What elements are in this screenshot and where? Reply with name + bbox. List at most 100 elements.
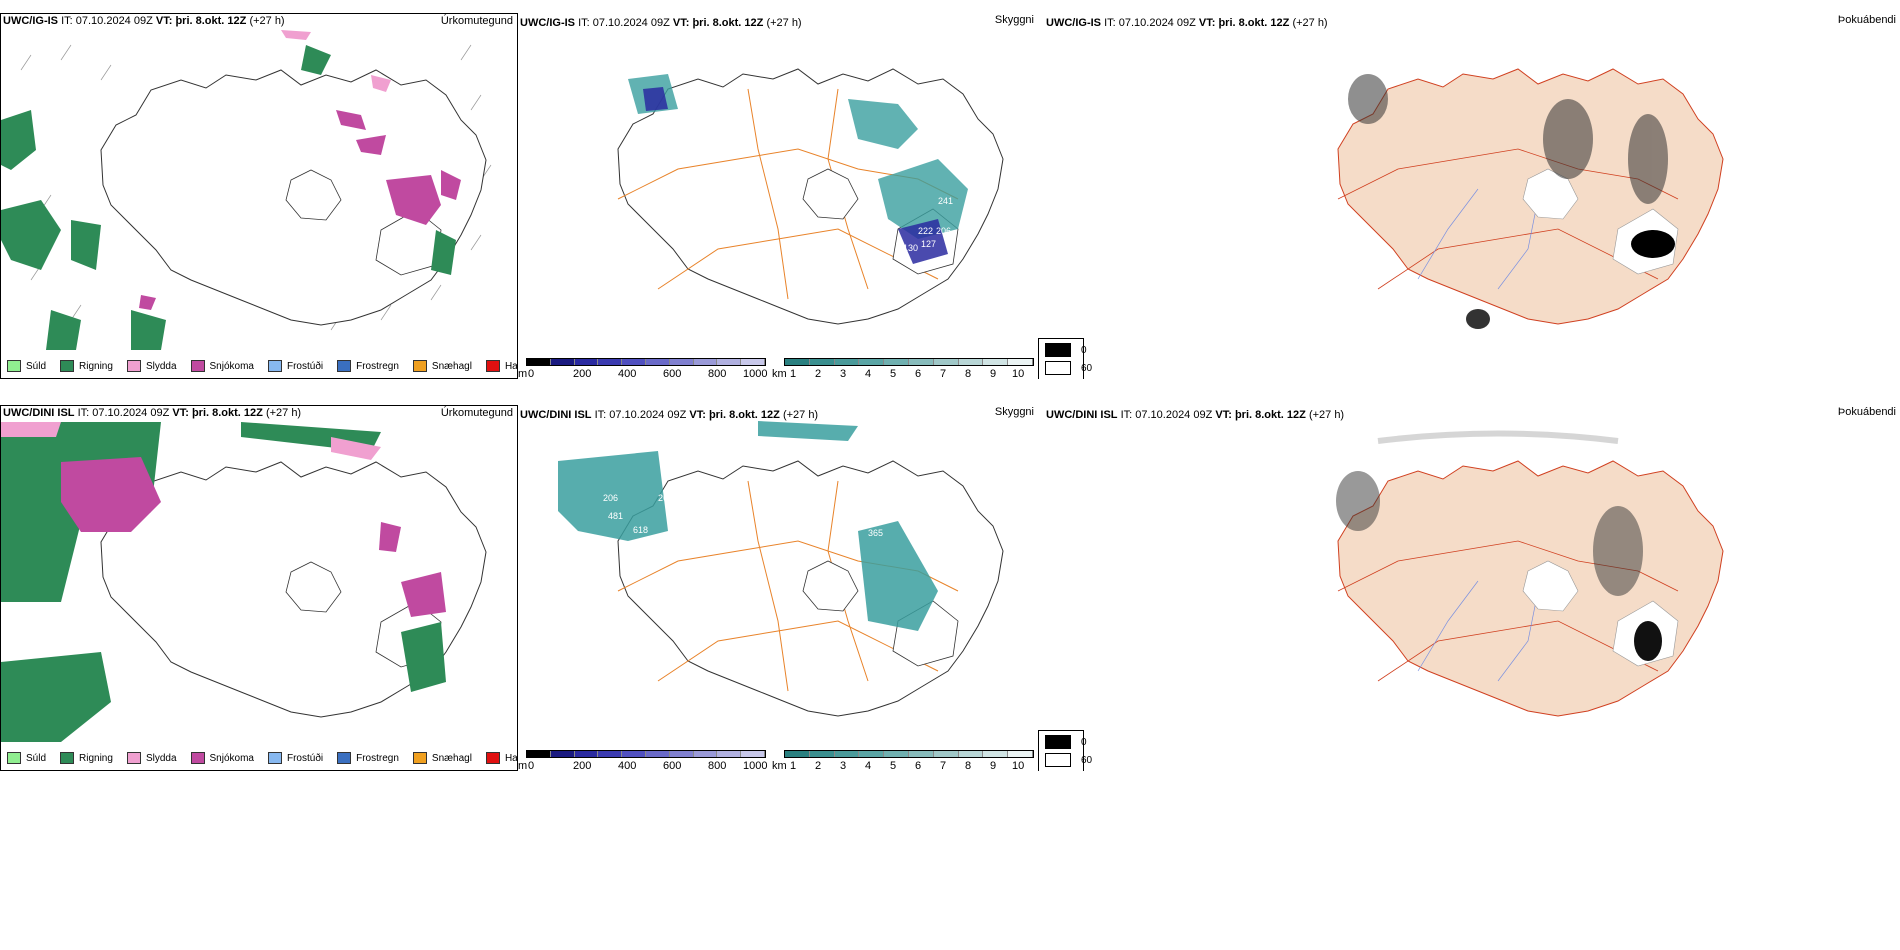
km-tick: 8 xyxy=(965,368,972,379)
swatch-icon xyxy=(337,360,352,372)
km-tick: 7 xyxy=(940,368,947,379)
km-tick: 5 xyxy=(890,368,897,379)
legend-item-sudd: Súld xyxy=(7,360,46,372)
vis-label: 481 xyxy=(608,511,623,521)
visibility-scale-bottom: m 0 200 400 600 800 1000 km 1 2 3 4 5 6 … xyxy=(518,750,1038,771)
header-bottom-fog: UWC/DINI ISL IT: 07.10.2024 09Z VT: þri.… xyxy=(1046,409,1345,421)
km-tick: 2 xyxy=(815,760,822,771)
legend-item-haglel: Haglél xyxy=(485,752,517,764)
swatch-icon xyxy=(126,360,141,372)
km-scale-bar xyxy=(784,358,1034,366)
swatch-icon xyxy=(412,752,427,764)
km-tick: 6 xyxy=(915,760,922,771)
m-tick: 400 xyxy=(618,760,637,771)
km-tick: 10 xyxy=(1012,368,1025,379)
fog-legend-item: 0 xyxy=(1045,735,1087,749)
m-unit: m xyxy=(518,368,528,379)
vis-label: 130 xyxy=(903,243,918,253)
km-unit: km xyxy=(772,368,787,379)
header-bottom-visibility: UWC/DINI ISL IT: 07.10.2024 09Z VT: þri.… xyxy=(520,409,819,421)
m-tick: 200 xyxy=(573,368,592,379)
fog-legend-top-box: 0 60 xyxy=(1038,338,1092,379)
km-tick: 5 xyxy=(890,760,897,771)
fog-legend-item: 0 xyxy=(1045,343,1087,357)
m-tick: 400 xyxy=(618,368,637,379)
vis-label: 13 xyxy=(758,311,768,321)
legend-item-snaehagl: Snæhagl xyxy=(412,360,472,372)
header-top-visibility: UWC/IG-IS IT: 07.10.2024 09Z VT: þri. 8.… xyxy=(520,17,802,29)
swatch-icon xyxy=(485,360,500,372)
precip-legend-top: Súld Rigning Slydda Snjókoma Frostúði Fr… xyxy=(7,360,517,372)
km-tick: 1 xyxy=(790,368,797,379)
legend-item-slydda: Slydda xyxy=(126,752,177,764)
km-unit: km xyxy=(772,760,787,771)
m-unit: m xyxy=(518,760,528,771)
m-tick: 800 xyxy=(708,760,727,771)
swatch-icon xyxy=(126,752,141,764)
km-tick: 6 xyxy=(915,368,922,379)
visibility-scale-top: m 0 200 400 600 800 1000 km 1 2 3 4 5 6 … xyxy=(518,358,1038,379)
legend-item-snaehagl: Snæhagl xyxy=(412,752,472,764)
fog-map-top xyxy=(1238,29,1758,354)
km-tick: 9 xyxy=(990,760,997,771)
legend-item-frostudi: Frostúði xyxy=(267,752,323,764)
km-tick: 1 xyxy=(790,760,797,771)
header-top-fog: UWC/IG-IS IT: 07.10.2024 09Z VT: þri. 8.… xyxy=(1046,17,1328,29)
legend-item-frostudi: Frostúði xyxy=(267,360,323,372)
km-tick: 3 xyxy=(840,760,847,771)
m-tick: 1000 xyxy=(743,760,768,771)
km-tick: 7 xyxy=(940,760,947,771)
swatch-icon xyxy=(7,752,21,764)
legend-item-frostregn: Frostregn xyxy=(337,752,399,764)
m-tick: 1000 xyxy=(743,368,768,379)
km-tick: 3 xyxy=(840,368,847,379)
km-tick: 8 xyxy=(965,760,972,771)
category-fog-top: Þokuábendi xyxy=(1837,14,1896,26)
m-scale-bar xyxy=(526,358,766,366)
swatch-icon xyxy=(412,360,427,372)
precip-legend-bottom: Súld Rigning Slydda Snjókoma Frostúði Fr… xyxy=(7,752,517,764)
visibility-panel-top: UWC/IG-IS IT: 07.10.2024 09Z VT: þri. 8.… xyxy=(518,13,1038,379)
vis-label: 222 xyxy=(918,226,933,236)
fog-panel-bottom: UWC/DINI ISL IT: 07.10.2024 09Z VT: þri.… xyxy=(1038,405,1900,771)
m-scale-bar xyxy=(526,750,766,758)
legend-item-rigning: Rigning xyxy=(60,360,113,372)
legend-item-haglel: Haglél xyxy=(485,360,517,372)
swatch-icon xyxy=(267,752,282,764)
header-top-precip: UWC/IG-IS IT: 07.10.2024 09Z VT: þri. 8.… xyxy=(3,15,285,27)
vis-label: 26 xyxy=(658,493,668,503)
km-tick: 4 xyxy=(865,368,872,379)
swatch-icon xyxy=(60,360,75,372)
category-precip-top: Úrkomutegund xyxy=(440,15,513,27)
m-tick: 800 xyxy=(708,368,727,379)
swatch-icon xyxy=(60,752,75,764)
visibility-map-bottom: 206 481 618 26 365 33 xyxy=(518,421,1038,746)
precip-panel-bottom: UWC/DINI ISL IT: 07.10.2024 09Z VT: þri.… xyxy=(0,405,518,771)
visibility-panel-bottom: UWC/DINI ISL IT: 07.10.2024 09Z VT: þri.… xyxy=(518,405,1038,771)
m-tick: 600 xyxy=(663,760,682,771)
vis-label: 33 xyxy=(838,573,848,583)
km-tick: 2 xyxy=(815,368,822,379)
precip-map-bottom xyxy=(1,422,517,747)
vis-label: 618 xyxy=(633,525,648,535)
vis-label: 127 xyxy=(921,239,936,249)
legend-item-sudd: Súld xyxy=(7,752,46,764)
category-visibility-top: Skyggni xyxy=(994,14,1034,26)
km-scale-bar xyxy=(784,750,1034,758)
swatch-icon xyxy=(190,752,205,764)
category-fog-bottom: Þokuábendi xyxy=(1837,406,1896,418)
swatch-icon xyxy=(190,360,205,372)
precip-panel-top: UWC/IG-IS IT: 07.10.2024 09Z VT: þri. 8.… xyxy=(0,13,518,379)
legend-item-snjokoma: Snjókoma xyxy=(190,752,254,764)
swatch-icon xyxy=(337,752,352,764)
m-tick: 600 xyxy=(663,368,682,379)
m-tick: 0 xyxy=(528,368,535,379)
legend-item-snjokoma: Snjókoma xyxy=(190,360,254,372)
km-tick: 9 xyxy=(990,368,997,379)
m-tick: 0 xyxy=(528,760,535,771)
swatch-icon xyxy=(7,360,21,372)
km-tick: 10 xyxy=(1012,760,1025,771)
m-tick: 200 xyxy=(573,760,592,771)
vis-label: 206 xyxy=(603,493,618,503)
fog-legend-item: 60 xyxy=(1045,753,1092,767)
